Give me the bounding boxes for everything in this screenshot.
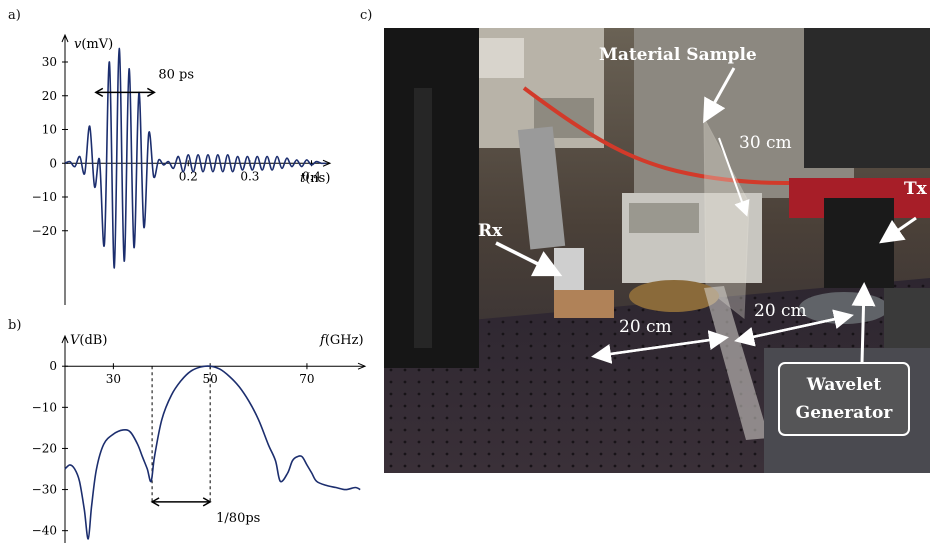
pulse-time-chart: 30 20 10 0 −10 −20 0.2 0.3 0.4 80 ps v(mV) t(ns) bbox=[32, 33, 332, 305]
tx-module bbox=[824, 198, 894, 288]
rx-module bbox=[517, 126, 566, 250]
x-tick-label-a: 0.2 bbox=[179, 169, 198, 183]
material-sample-label: Material Sample bbox=[599, 45, 757, 65]
tx-label: Tx bbox=[904, 179, 928, 199]
spectrum-series-line bbox=[64, 365, 361, 540]
y-tick-label-a: 30 bbox=[42, 55, 57, 69]
distance-20cm-right-label: 20 cm bbox=[754, 301, 807, 321]
x-axis-arrow-b bbox=[357, 362, 367, 370]
y-axis-label-b: V(dB) bbox=[70, 333, 107, 348]
x-axis-label-a: t(ns) bbox=[300, 171, 330, 186]
x-tick-label-b: 30 bbox=[106, 372, 121, 386]
y-tick-label-a: 0 bbox=[49, 156, 57, 170]
x-axis-arrow-a bbox=[322, 159, 332, 167]
rx-label: Rx bbox=[478, 221, 503, 241]
pulse-width-label: 80 ps bbox=[158, 67, 194, 82]
wavelet-generator-label-line2: Generator bbox=[796, 403, 894, 423]
wavelet-generator-box bbox=[778, 362, 910, 436]
y-axis-label-a: v(mV) bbox=[74, 37, 113, 52]
y-tick-label-a: −10 bbox=[32, 190, 57, 204]
panel-b-label: b) bbox=[8, 318, 22, 333]
y-tick-label-b: −40 bbox=[32, 524, 57, 538]
y-tick-label-a: 10 bbox=[42, 123, 57, 137]
y-tick-label-a: 20 bbox=[42, 89, 57, 103]
setup-photo: Material Sample 30 cm Tx Rx 20 cm 20 cm … bbox=[384, 28, 930, 473]
x-axis-label-b: f(GHz) bbox=[319, 333, 364, 348]
y-tick-label-b: −30 bbox=[32, 483, 57, 497]
distance-30cm-label: 30 cm bbox=[739, 133, 792, 153]
bandwidth-label: 1/80ps bbox=[216, 511, 260, 526]
panel-c-label: c) bbox=[360, 8, 373, 23]
panel-a-label: a) bbox=[8, 8, 21, 23]
y-axis-arrow-a bbox=[61, 33, 69, 43]
y-tick-label-b: 0 bbox=[49, 359, 57, 373]
distance-20cm-left-label: 20 cm bbox=[619, 317, 672, 337]
wavelet-generator-label-line1: Wavelet bbox=[806, 375, 882, 395]
pulse-series-line bbox=[64, 47, 327, 269]
y-tick-label-a: −20 bbox=[32, 224, 57, 238]
material-sample bbox=[703, 117, 750, 319]
y-axis-arrow-b bbox=[61, 334, 69, 344]
x-tick-label-b: 70 bbox=[299, 372, 314, 386]
x-tick-label-a: 0.4 bbox=[302, 169, 321, 183]
y-tick-label-b: −10 bbox=[32, 400, 57, 414]
x-tick-label-a: 0.3 bbox=[240, 169, 259, 183]
y-tick-label-b: −20 bbox=[32, 441, 57, 455]
